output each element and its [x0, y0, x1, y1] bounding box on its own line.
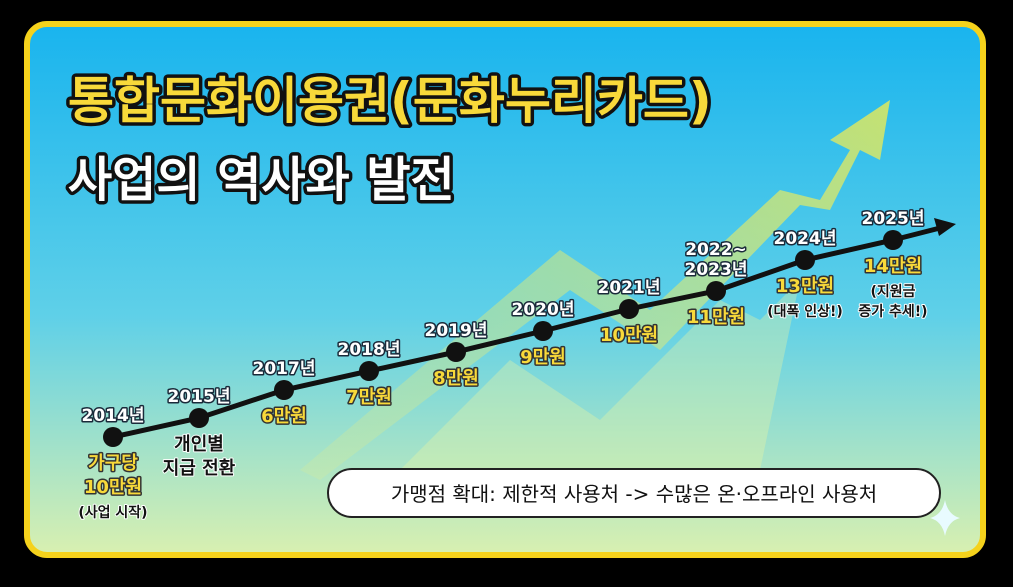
milestone-note: (대폭 인상!)	[767, 303, 843, 320]
note-pill	[327, 468, 941, 518]
background-arrow	[300, 100, 890, 480]
milestone-dot	[619, 299, 639, 319]
arrow-head	[934, 218, 956, 236]
sparkle	[930, 500, 960, 536]
milestone-dot	[103, 427, 123, 447]
milestone-amount: 지급 전환	[163, 457, 236, 479]
card	[24, 21, 986, 558]
milestone-amount: 6만원	[261, 406, 307, 427]
milestone-dot	[533, 321, 553, 341]
milestone-year: 2023년	[685, 260, 748, 280]
milestone-dot	[189, 408, 209, 428]
milestone-note: 증가 추세!)	[858, 304, 927, 320]
title-line-1: 통합문화이용권(문화누리카드)	[68, 72, 712, 130]
milestone-note: (지원금	[870, 284, 915, 300]
milestone-note: (사업 시작)	[78, 504, 147, 521]
milestone-amount: 10만원	[600, 325, 658, 346]
milestone-amount: 8만원	[433, 368, 479, 389]
milestone-dot	[359, 361, 379, 381]
milestone-dot	[883, 230, 903, 250]
milestone-amount: 13만원	[776, 276, 834, 297]
milestone-dot	[446, 342, 466, 362]
milestone-year: 2022~	[685, 240, 747, 260]
milestone-year: 2014년	[82, 406, 145, 426]
milestone-dot	[795, 250, 815, 270]
milestone-amount: 가구당	[88, 453, 138, 474]
milestone-amount: 개인별	[174, 434, 224, 455]
milestone-year: 2021년	[598, 278, 661, 298]
milestone-amount: 14만원	[864, 256, 922, 277]
milestone-dot	[706, 281, 726, 301]
milestone-amount: 10만원	[84, 477, 142, 498]
milestone-year: 2020년	[512, 300, 575, 320]
background-shape	[400, 280, 800, 470]
milestone-year: 2017년	[253, 359, 316, 379]
milestone-year: 2018년	[338, 340, 401, 360]
milestone-dot	[274, 380, 294, 400]
milestone-year: 2015년	[168, 387, 231, 407]
milestone-year: 2024년	[774, 229, 837, 249]
title-line-2: 사업의 역사와 발전	[68, 152, 455, 208]
milestone-amount: 9만원	[520, 347, 566, 368]
note-text: 가맹점 확대: 제한적 사용처 -> 수많은 온·오프라인 사용처	[391, 482, 877, 506]
milestone-amount: 11만원	[687, 307, 745, 328]
milestone-year: 2025년	[862, 209, 925, 229]
milestone-year: 2019년	[425, 321, 488, 341]
milestone-amount: 7만원	[346, 387, 392, 408]
